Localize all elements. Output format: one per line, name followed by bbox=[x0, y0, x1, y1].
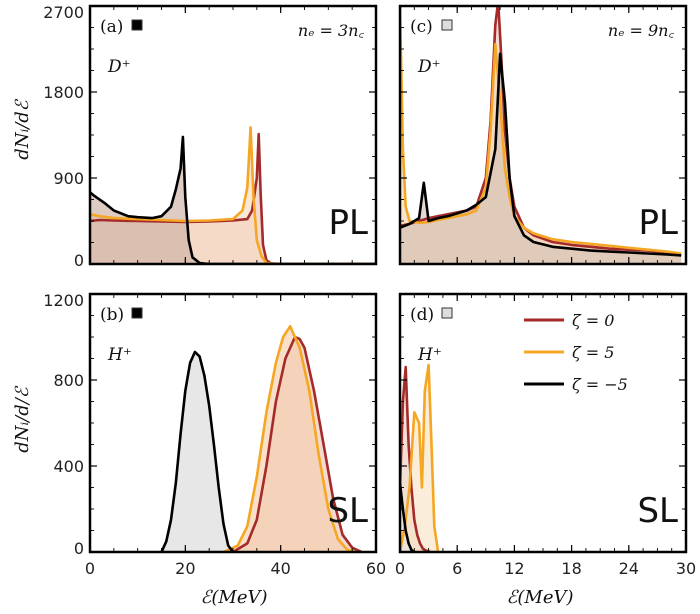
species-label-c: D⁺ bbox=[417, 57, 441, 77]
plot-area-b bbox=[160, 325, 363, 552]
regime-label-c: PL bbox=[639, 203, 679, 243]
species-label-b: H⁺ bbox=[107, 345, 132, 365]
y-axis-title-top: dNᵢ/dℰ bbox=[12, 98, 33, 159]
legend-label-zeta-0: ζ = 0 bbox=[572, 311, 614, 330]
x-tick-label-d-5: 30 bbox=[676, 559, 696, 578]
x-tick-label-b-0: 0 bbox=[85, 559, 95, 578]
plot-area-d bbox=[400, 363, 440, 552]
y-tick-label-b-0: 0 bbox=[74, 539, 84, 558]
y-tick-label-a-3: 2700 bbox=[43, 3, 84, 22]
x-tick-label-d-4: 24 bbox=[619, 559, 639, 578]
panel-label-d: (d) bbox=[410, 305, 434, 325]
series-line-b-2 bbox=[160, 350, 235, 552]
series-fill-a-2 bbox=[90, 136, 376, 264]
series-fill-c-2 bbox=[400, 53, 682, 264]
series-line-c-2 bbox=[400, 52, 682, 257]
panel-label-b: (b) bbox=[100, 305, 124, 325]
plot-area-c bbox=[400, 6, 682, 264]
x-tick-label-b-3: 60 bbox=[366, 559, 386, 578]
panel-label-a: (a) bbox=[100, 17, 123, 37]
regime-label-d: SL bbox=[637, 491, 678, 531]
legend-label-zeta-5: ζ = 5 bbox=[572, 343, 614, 362]
regime-label-a: PL bbox=[329, 203, 369, 243]
y-tick-label-b-2: 800 bbox=[53, 371, 84, 390]
y-tick-label-b-3: 1200 bbox=[43, 291, 84, 310]
regime-label-b: SL bbox=[327, 491, 368, 531]
x-tick-label-b-2: 40 bbox=[270, 559, 290, 578]
y-tick-label-a-1: 900 bbox=[53, 169, 84, 188]
panel-c: (c) D⁺ nₑ = 9n꜀ PL bbox=[398, 4, 688, 266]
y-axis-title-bottom: dNᵢ/d/ℰ bbox=[12, 385, 33, 453]
density-label-c: nₑ = 9n꜀ bbox=[608, 21, 675, 40]
series-line-b-0 bbox=[232, 335, 363, 552]
series-line-d-0 bbox=[400, 365, 431, 552]
panel-marker-d bbox=[441, 307, 453, 319]
series-fill-b-2 bbox=[161, 352, 233, 552]
density-label-a: nₑ = 3n꜀ bbox=[298, 21, 365, 40]
series-line-c-1 bbox=[400, 6, 682, 255]
y-tick-label-a-2: 1800 bbox=[43, 83, 84, 102]
panel-d: 0 6 12 18 24 30 (d) H⁺ SL bbox=[395, 292, 696, 578]
panel-marker-a bbox=[131, 19, 143, 31]
y-tick-label-b-1: 400 bbox=[53, 457, 84, 476]
x-tick-label-d-2: 12 bbox=[504, 559, 524, 578]
legend: ζ = 0 ζ = 5 ζ = −5 bbox=[524, 311, 628, 394]
series-line-b-1 bbox=[222, 325, 358, 552]
panel-a: 0 900 1800 2700 (a) D⁺ nₑ = 3n꜀ PL bbox=[43, 3, 378, 270]
x-axis-title-right: ℰ(MeV) bbox=[506, 587, 573, 608]
series-fill-b-1 bbox=[223, 326, 357, 552]
panel-marker-b bbox=[131, 307, 143, 319]
panel-marker-c bbox=[441, 19, 453, 31]
plot-area-a bbox=[90, 126, 376, 264]
y-tick-label-a-0: 0 bbox=[74, 251, 84, 270]
series-line-d-1 bbox=[400, 363, 440, 552]
x-axis-title-left: ℰ(MeV) bbox=[200, 587, 267, 608]
x-tick-label-d-3: 18 bbox=[561, 559, 581, 578]
x-tick-label-d-1: 6 bbox=[452, 559, 462, 578]
x-tick-label-d-0: 0 bbox=[395, 559, 405, 578]
legend-label-zeta-minus-5: ζ = −5 bbox=[572, 375, 628, 394]
panel-b: 0 20 40 60 0 400 800 1200 (b) H⁺ SL bbox=[43, 291, 386, 578]
panel-label-c: (c) bbox=[410, 17, 433, 37]
x-tick-label-b-1: 20 bbox=[175, 559, 195, 578]
species-label-d: H⁺ bbox=[417, 345, 442, 365]
series-fill-d-1 bbox=[400, 365, 439, 552]
series-line-d-2 bbox=[400, 483, 416, 552]
species-label-a: D⁺ bbox=[107, 57, 131, 77]
